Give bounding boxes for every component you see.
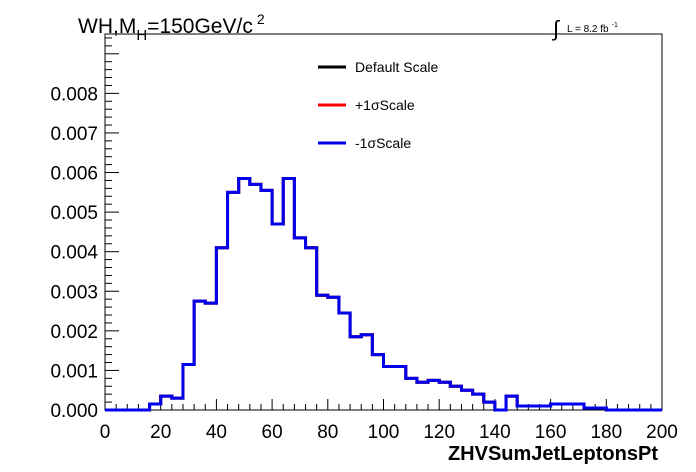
x-axis-title: ZHVSumJetLeptonsPt [448,443,658,465]
x-tick-label: 60 [262,422,283,443]
legend-label-1: Default Scale [355,59,438,75]
luminosity-label: ∫ L = 8.2 fb -1 [551,16,618,41]
x-tick-label: 20 [150,422,171,443]
y-tick-label: 0.001 [50,361,98,382]
y-tick-label: 0.006 [50,164,98,185]
series-line-3 [105,176,662,412]
x-tick-label: 140 [479,422,511,443]
series-line-2 [105,176,662,412]
luminosity-text: L = 8.2 fb -1 [567,22,618,35]
y-tick-label: 0.004 [50,243,98,264]
series-line-1 [105,176,662,412]
y-tick-label: 0.005 [50,203,98,224]
x-tick-label: 80 [317,422,338,443]
legend-label-2: +1σScale [355,97,415,113]
axis-ticks-layer: 0 20 40 60 80 100 120 140 160 180 200 0.000 0.001 0.0… [50,37,678,443]
chart-title: WH,MH=150GeV/c 2 [78,11,265,44]
x-tick-label: 40 [206,422,227,443]
x-tick-label: 0 [100,422,111,443]
legend: Default Scale +1σScale -1σScale [318,59,438,151]
x-tick-label: 160 [535,422,567,443]
x-tick-label: 180 [590,422,622,443]
x-tick-label: 100 [368,422,400,443]
x-tick-label: 200 [646,422,678,443]
integral-sign: ∫ [551,16,561,41]
legend-label-3: -1σScale [355,135,411,151]
y-tick-label: 0.002 [50,322,98,343]
y-tick-label: 0.000 [50,401,98,422]
series-layer [105,176,662,412]
x-tick-label: 120 [423,422,455,443]
y-tick-label: 0.007 [50,124,98,145]
y-tick-label: 0.008 [50,84,98,105]
y-tick-label: 0.003 [50,282,98,303]
